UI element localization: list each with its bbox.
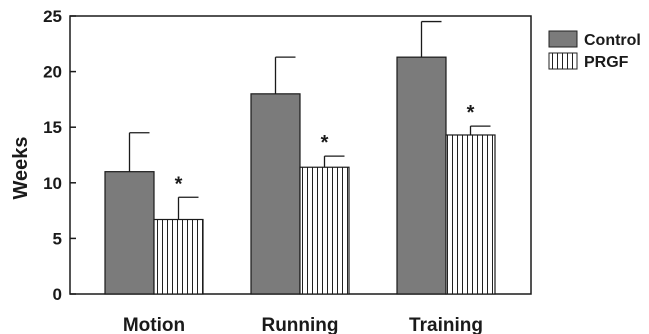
bar [104,171,155,295]
legend-label-control: Control [584,32,641,49]
x-category-label: Running [261,315,338,334]
bar [445,134,496,295]
significance-marker: * [467,102,475,124]
y-tick-label: 20 [43,63,62,82]
significance-marker: * [175,173,183,195]
y-tick-label: 10 [43,174,62,193]
legend: Control PRGF [548,30,641,71]
bar [396,56,447,295]
y-tick-label: 0 [53,285,62,304]
legend-swatch-prgf [548,52,578,70]
x-category-label: Training [409,315,483,334]
y-axis-title: Weeks [10,136,32,199]
bar [153,218,204,295]
legend-label-prgf: PRGF [584,54,629,71]
bar [250,93,301,295]
y-tick-label: 25 [43,7,62,26]
y-tick-label: 5 [53,229,62,248]
significance-marker: * [321,132,329,154]
y-tick-label: 15 [43,118,62,137]
bar [299,166,350,295]
legend-swatch-control [548,30,578,48]
x-category-label: Motion [123,315,185,334]
